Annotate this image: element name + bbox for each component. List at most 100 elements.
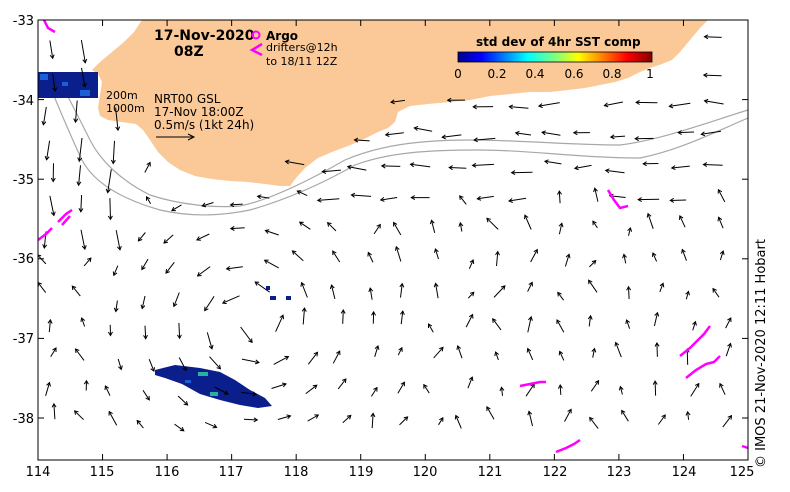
current-vector [241,391,257,395]
current-vector-head [446,97,452,103]
current-vector-head [116,245,122,251]
current-vector-head [614,341,620,347]
current-vector-head [52,87,58,93]
current-vector [681,249,687,261]
current-vector [322,169,341,173]
current-vector-head [286,414,292,420]
current-vector [592,348,595,358]
current-vector-head [263,259,269,264]
current-vector [657,414,666,425]
current-vector-head [439,416,444,422]
current-vector-head [727,342,732,348]
current-vector-head [108,410,113,416]
drifter-track [679,325,711,357]
current-vector [292,250,304,262]
current-vector-head [42,244,48,249]
current-vector-head [394,245,400,251]
current-vector-head [312,384,318,390]
current-vector-head [254,281,260,286]
current-vector-head [298,221,304,227]
current-vector [222,295,240,304]
drifters-label: drifters@12h [266,41,338,54]
drifter-tracks [38,20,748,454]
current-vector [589,417,599,429]
current-vector [38,254,47,265]
current-vector-head [52,347,57,352]
current-vector [564,409,572,422]
current-vector [486,217,499,230]
current-vector-head [83,379,89,385]
current-vector-head [145,395,150,401]
current-vector [574,164,592,169]
current-vector-head [458,221,464,227]
current-vector [435,283,439,299]
y-tick-label: -33 [13,14,34,29]
current-vector-head [284,159,290,165]
current-vector-head [441,134,447,140]
current-vector-head [702,72,708,78]
current-vector-head [143,334,148,340]
current-vector-head [107,215,113,221]
current-vector-head [471,162,477,168]
current-vector [623,254,627,264]
x-tick-label: 124 [672,465,697,480]
current-vector-head [342,378,347,384]
current-vector [75,100,78,123]
current-vector [50,347,57,358]
current-vector [285,160,305,166]
current-vector [592,220,598,229]
current-vector-head [486,217,491,223]
current-vector-head [428,323,433,328]
current-vector [472,163,494,166]
contour-200m-label: 200m [106,89,138,102]
current-vector-head [588,279,593,285]
current-vector-head [703,34,709,40]
current-vector [115,107,119,131]
current-vector-head [603,102,609,108]
current-vector [109,198,111,220]
current-vector-head [171,206,176,212]
current-vector [442,134,462,138]
current-vector [112,140,115,164]
current-vector-head [492,317,497,323]
current-vector-head [635,100,640,105]
current-vector [83,257,92,267]
x-tick-label: 121 [478,465,503,480]
current-vector [515,132,532,136]
current-vector-head [448,165,453,171]
current-vector-head [486,406,491,411]
model-name-label: NRT00 GSL [154,92,221,106]
current-vector [678,131,695,134]
current-vector [307,414,319,422]
hour-title: 08Z [174,44,204,60]
scale-speed-label: 0.5m/s (1kt 24h) [154,118,254,132]
current-vector-head [47,318,53,324]
current-vector-head [472,104,477,110]
current-vector-head [73,410,79,415]
current-vector [588,279,598,293]
current-vector-head [46,381,51,387]
current-vector [712,288,720,298]
y-tick-label: -37 [13,332,34,347]
current-vector-head [456,344,462,350]
current-vector-head [573,165,579,171]
current-vector [653,312,658,327]
current-vector [45,382,50,396]
current-vector-head [137,236,143,242]
current-vector-head [165,269,170,274]
current-vector [49,195,55,216]
colorbar-tick: 0 [454,67,462,81]
current-vector-head [499,386,505,392]
current-vector [530,249,538,263]
colorbar-tick: 0.4 [525,67,544,81]
current-vector [374,345,379,357]
current-vector-head [316,197,322,203]
drifter-track [57,208,73,226]
current-vector [652,252,658,262]
current-vector [559,351,565,361]
date-title: 17-Nov-2020 [154,28,255,44]
plot-frame [37,19,749,461]
current-vector [527,282,533,292]
current-vector [605,169,625,174]
